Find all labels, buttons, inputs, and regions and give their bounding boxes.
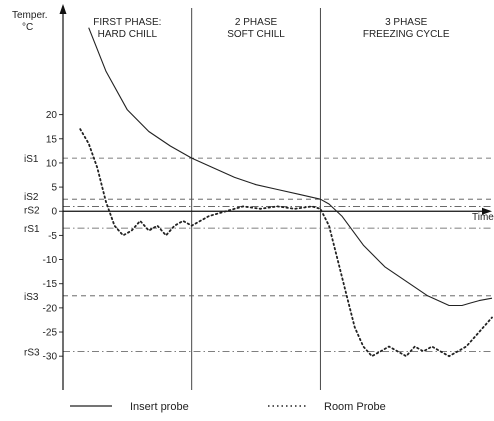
y-ticks: [59, 114, 63, 357]
y-tick-label-8: -20: [43, 303, 58, 314]
y-axis-label: Temper.: [12, 10, 48, 21]
y-tick-label-6: -10: [43, 255, 58, 266]
legend-label-room-probe: Room Probe: [324, 401, 386, 413]
phase-title-0-line1: FIRST PHASE:: [93, 17, 161, 28]
threshold-lines: [63, 157, 492, 352]
y-tick-label-10: -30: [43, 352, 58, 363]
threshold-labels: iS1 iS2 rS2 rS1 iS3 rS3: [24, 154, 40, 358]
phase-title-1-line1: 2 PHASE: [235, 17, 278, 28]
phase-title-2-line2: FREEZING CYCLE: [363, 29, 450, 40]
phase-title-0-line2: HARD CHILL: [98, 29, 158, 40]
y-tick-label-3: 5: [51, 183, 57, 194]
series-line-room-probe: [79, 128, 493, 358]
threshold-label-is2: iS2: [24, 192, 39, 203]
threshold-label-is1: iS1: [24, 154, 39, 165]
legend-label-insert-probe: Insert probe: [130, 401, 189, 413]
y-tick-label-0: 20: [46, 110, 58, 121]
y-tick-labels: 20 15 10 5 0 -5 -10 -15 -20 -25 -30: [43, 110, 58, 363]
x-axis-arrow: [482, 207, 492, 215]
y-tick-label-1: 15: [46, 134, 58, 145]
series-lines: [79, 27, 493, 358]
phase-title-2-line1: 3 PHASE: [385, 17, 428, 28]
y-axis-arrow: [59, 4, 67, 14]
y-tick-label-4: 0: [51, 207, 57, 218]
threshold-label-is3: iS3: [24, 292, 39, 303]
x-axis-label: Time: [472, 212, 494, 223]
threshold-label-rs1: rS1: [24, 224, 40, 235]
y-axis-unit: °C: [22, 22, 33, 33]
threshold-label-rs2: rS2: [24, 205, 40, 216]
y-tick-label-7: -15: [43, 279, 58, 290]
y-tick-label-5: -5: [48, 231, 57, 242]
legend: Insert probe Room Probe: [70, 401, 386, 413]
y-tick-label-2: 10: [46, 158, 58, 169]
series-line-insert-probe: [88, 27, 493, 307]
threshold-label-rs3: rS3: [24, 347, 40, 358]
y-tick-label-9: -25: [43, 328, 58, 339]
axes: [59, 4, 492, 390]
phase-title-1-line2: SOFT CHILL: [227, 29, 285, 40]
